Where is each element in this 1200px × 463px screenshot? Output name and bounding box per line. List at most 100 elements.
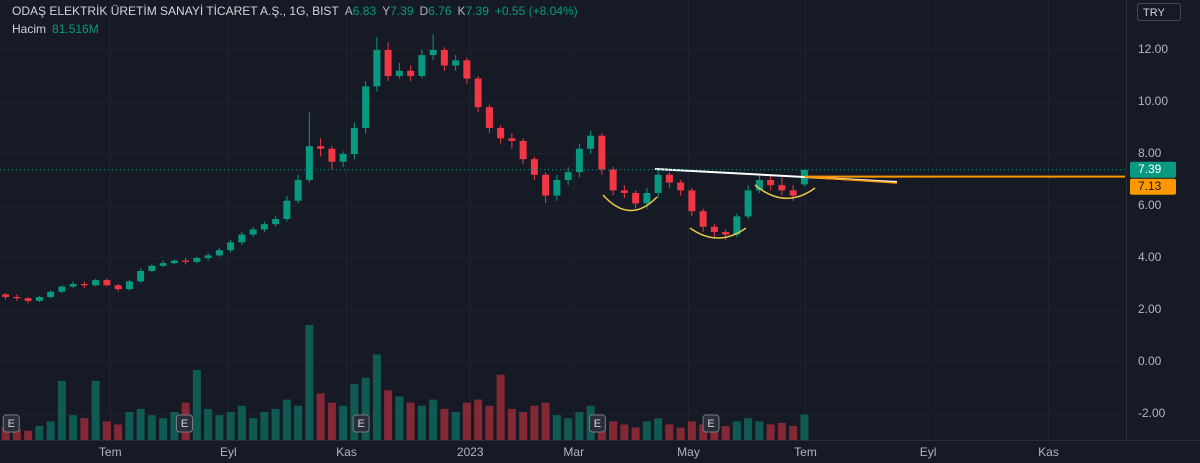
candle-body — [755, 179, 763, 191]
volume-bar — [474, 399, 483, 440]
candle-body — [508, 138, 516, 141]
candle-body — [643, 192, 651, 204]
volume-bar — [170, 412, 179, 440]
candle-body — [519, 140, 527, 160]
x-tick-label: Eyl — [920, 445, 937, 459]
x-tick-label: Kas — [1038, 445, 1059, 459]
candle-body — [440, 49, 448, 66]
volume-bar — [642, 421, 651, 440]
volume-bar — [575, 412, 584, 440]
candle-body — [47, 291, 55, 297]
candle-body — [283, 200, 291, 219]
candle-body — [699, 211, 707, 227]
volume-bar — [631, 427, 640, 440]
candle-body — [418, 55, 426, 76]
candle-body — [272, 218, 280, 225]
candle-body — [620, 190, 628, 193]
volume-bar — [192, 370, 201, 440]
candle-body — [632, 192, 640, 204]
currency-button[interactable]: TRY — [1137, 3, 1181, 21]
volume-header: Hacim 81.516M — [12, 22, 99, 36]
volume-bar — [654, 418, 663, 440]
candle-body — [497, 127, 505, 139]
x-tick-label: Tem — [794, 445, 817, 459]
ohlc-prefix: Y — [382, 4, 391, 18]
volume-bar — [271, 408, 280, 440]
ohlc-prefix: K — [457, 4, 466, 18]
ohlc-value: 7.39 — [465, 4, 489, 18]
ohlc-prefix: D — [419, 4, 429, 18]
candle-body — [395, 70, 403, 76]
candle-body — [485, 107, 493, 128]
volume-bar — [57, 380, 66, 440]
candle-body — [182, 260, 190, 262]
volume-bar — [294, 405, 303, 440]
candle-body — [35, 296, 43, 301]
volume-bar — [12, 429, 21, 440]
earnings-marker — [2, 414, 20, 433]
candle-body — [80, 283, 88, 286]
symbol-title: ODAŞ ELEKTRİK ÜRETİM SANAYİ TİCARET A.Ş.… — [12, 4, 339, 18]
volume-bar — [260, 412, 269, 440]
y-tick-label: 0.00 — [1138, 354, 1162, 368]
volume-bar — [496, 374, 505, 440]
volume-bar — [384, 390, 393, 440]
candle-body — [92, 280, 100, 286]
volume-bar — [530, 405, 539, 440]
volume-bar — [80, 418, 89, 440]
volume-bar — [699, 424, 708, 440]
candle-body — [710, 226, 718, 232]
volume-bar — [800, 414, 809, 440]
candle-body — [58, 286, 66, 292]
volume-bar — [361, 377, 370, 440]
candle-body — [328, 148, 336, 162]
volume-bar — [789, 426, 798, 440]
volume-bar — [620, 424, 629, 440]
earnings-marker — [588, 414, 606, 433]
candle-body — [114, 285, 122, 290]
volume-bar — [327, 402, 336, 440]
volume-bar — [519, 412, 528, 440]
candle-body — [2, 294, 10, 297]
volume-bar — [766, 424, 775, 440]
candle-body — [249, 229, 257, 235]
candle-body — [688, 190, 696, 212]
candle-body — [452, 60, 460, 66]
candle-body — [789, 190, 797, 196]
earnings-label: E — [707, 418, 714, 430]
x-tick-label: Eyl — [220, 445, 237, 459]
candle-body — [665, 174, 673, 183]
volume-bar — [136, 408, 145, 440]
y-tick-label: 6.00 — [1138, 198, 1162, 212]
candle-body — [677, 182, 685, 191]
candle-body — [722, 231, 730, 235]
volume-name: Hacim — [12, 22, 47, 36]
volume-bar — [462, 402, 471, 440]
candle-body — [24, 298, 32, 301]
volume-bar — [755, 421, 764, 440]
candle-body — [125, 281, 133, 290]
volume-bar — [744, 418, 753, 440]
candle-body — [407, 70, 415, 76]
volume-bar — [406, 402, 415, 440]
candle-body — [778, 185, 786, 191]
candle-body — [530, 159, 538, 175]
volume-bar — [395, 396, 404, 440]
candle-body — [575, 148, 583, 173]
y-tick-label: 2.00 — [1138, 302, 1162, 316]
earnings-label: E — [357, 418, 364, 430]
volume-bar — [440, 408, 449, 440]
candle-body — [69, 283, 77, 287]
volume-bar — [102, 421, 111, 440]
candle-body — [384, 49, 392, 76]
volume-bar — [732, 421, 741, 440]
candle-body — [227, 242, 235, 251]
x-tick-label: May — [677, 445, 700, 459]
volume-bar — [35, 426, 44, 440]
volume-bar — [237, 405, 246, 440]
candle-body — [609, 169, 617, 191]
level-price-label: 7.13 — [1138, 179, 1162, 193]
candle-body — [350, 127, 358, 154]
